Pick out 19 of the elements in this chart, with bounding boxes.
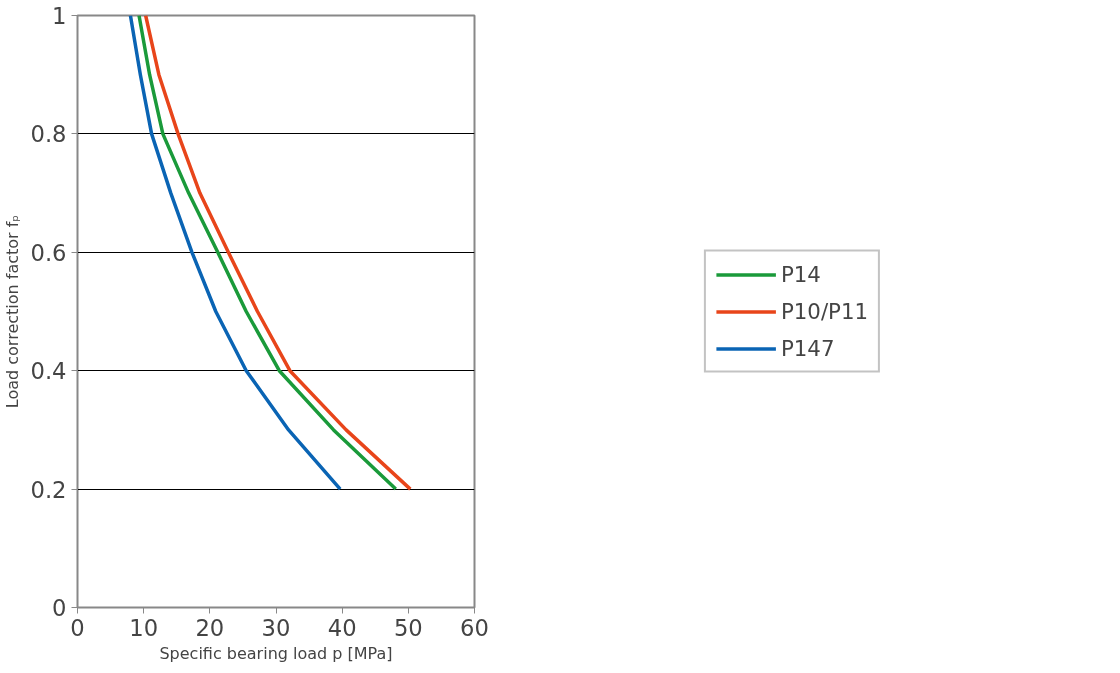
x-axis-title: Specific bearing load p [MPa]	[159, 643, 393, 663]
y-tick-label: 0.8	[30, 121, 67, 148]
y-tick-label: 0	[52, 595, 67, 621]
y-tick-label: 0.6	[30, 239, 67, 266]
x-tick-label: 40	[327, 614, 357, 641]
y-tick-label: 1	[52, 3, 67, 29]
x-tick-label: 60	[460, 614, 489, 641]
x-tick-label: 10	[129, 614, 159, 641]
y-tick-label: 0.2	[30, 476, 67, 503]
legend-label: P10/P11	[780, 298, 869, 324]
y-tick-label: 0.4	[30, 358, 67, 385]
legend-label: P14	[780, 261, 821, 287]
x-tick-label: 20	[195, 614, 225, 641]
line-series	[128, 15, 342, 491]
legend-label: P147	[780, 335, 835, 361]
x-tick-label: 0	[70, 614, 85, 641]
x-tick-label: 30	[261, 614, 291, 641]
y-axis-title: Load correction factor fₚ	[3, 214, 23, 409]
x-tick-label: 50	[393, 614, 423, 641]
